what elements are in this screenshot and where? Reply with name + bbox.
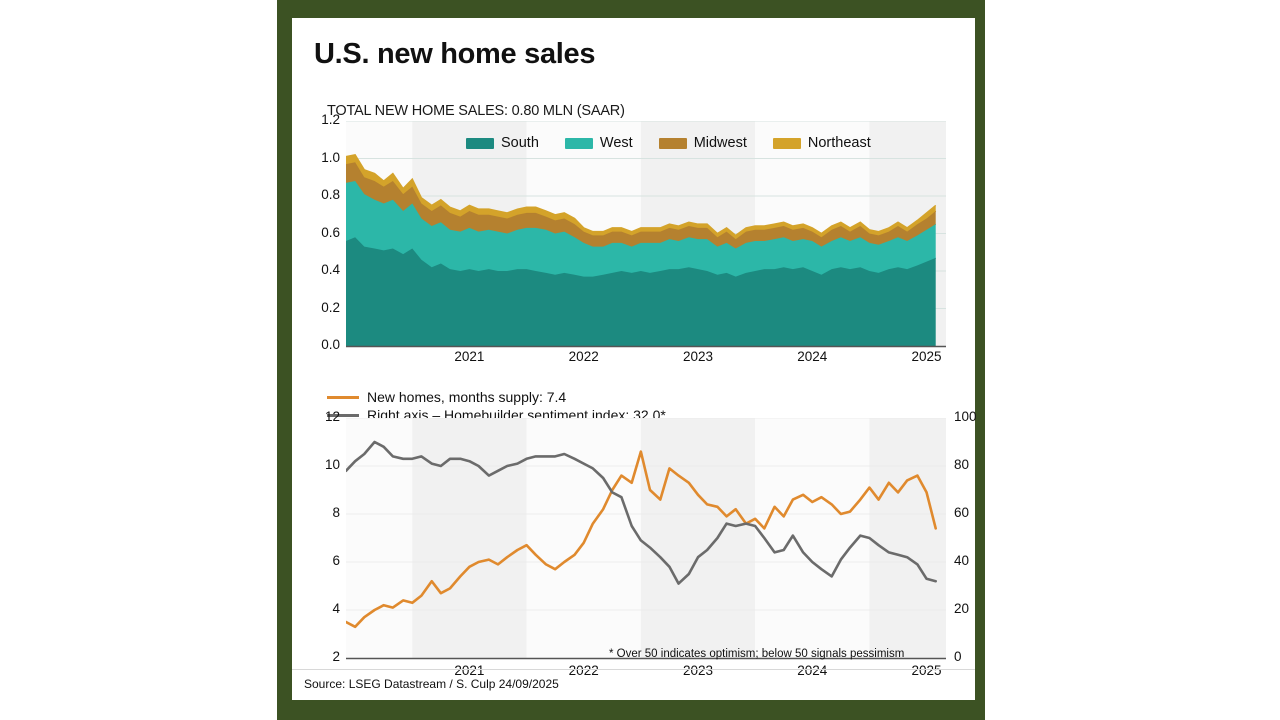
bottom-chart-right-y-tick: 40 bbox=[954, 553, 970, 568]
bottom-chart-right-y-tick: 60 bbox=[954, 505, 970, 520]
top-chart-x-tick: 2025 bbox=[911, 349, 942, 364]
source-bar: Source: LSEG Datastream / S. Culp 24/09/… bbox=[292, 669, 975, 700]
top-chart-y-tick: 1.0 bbox=[321, 149, 340, 165]
legend-label: Midwest bbox=[693, 135, 747, 151]
top-chart-x-tick: 2021 bbox=[454, 349, 485, 364]
bottom-chart-right-y-tick: 80 bbox=[954, 457, 970, 472]
bottom-chart-left-y-tick: 10 bbox=[324, 457, 340, 472]
top-chart-x-tick: 2024 bbox=[797, 349, 828, 364]
legend-item-west: West bbox=[564, 135, 633, 151]
legend-swatch-icon bbox=[564, 137, 593, 149]
legend-line-icon bbox=[327, 413, 359, 417]
bottom-chart-left-y-tick: 12 bbox=[324, 409, 340, 424]
infographic-card: U.S. new home sales TOTAL NEW HOME SALES… bbox=[292, 18, 977, 700]
source-text: Source: LSEG Datastream / S. Culp 24/09/… bbox=[304, 677, 559, 691]
stacked-area-svg bbox=[346, 121, 946, 346]
bottom-chart-left-y-tick: 6 bbox=[332, 553, 340, 568]
top-chart-legend: South West Midwest Northeast bbox=[466, 135, 871, 151]
legend-swatch-icon bbox=[466, 137, 494, 149]
bottom-chart-right-y-tick: 100 bbox=[954, 409, 977, 424]
legend-item-south: South bbox=[466, 135, 539, 151]
top-chart-y-tick: 0.4 bbox=[321, 262, 340, 277]
bottom-chart-x-tick: 2024 bbox=[797, 663, 828, 678]
bottom-legend-item-0: New homes, months supply: 7.4 bbox=[327, 388, 666, 406]
legend-line-icon bbox=[327, 395, 359, 399]
legend-label: South bbox=[501, 135, 539, 151]
legend-label: Northeast bbox=[807, 135, 871, 151]
bottom-chart-right-y-tick: 20 bbox=[954, 601, 970, 616]
bottom-chart-x-tick: 2023 bbox=[682, 663, 714, 678]
top-chart-y-tick: 0.2 bbox=[321, 299, 340, 315]
bottom-chart-left-y-tick: 8 bbox=[332, 505, 340, 520]
page-title: U.S. new home sales bbox=[314, 38, 596, 70]
bottom-chart-left-y-tick: 2 bbox=[332, 649, 340, 664]
legend-item-northeast: Northeast bbox=[772, 135, 871, 151]
bottom-chart-x-tick: 2022 bbox=[568, 663, 599, 678]
sentiment-footnote: * Over 50 indicates optimism; below 50 s… bbox=[609, 648, 905, 660]
top-chart-y-tick: 0.6 bbox=[321, 224, 340, 240]
top-chart-subtitle: TOTAL NEW HOME SALES: 0.80 MLN (SAAR) bbox=[327, 103, 625, 119]
top-chart-x-tick: 2023 bbox=[682, 349, 714, 364]
bottom-chart-plot-area bbox=[346, 418, 946, 658]
legend-swatch-icon bbox=[658, 137, 687, 149]
top-chart-y-tick: 1.2 bbox=[321, 112, 340, 127]
bottom-chart-right-y-tick: 0 bbox=[954, 649, 962, 664]
top-chart-y-tick: 0.8 bbox=[321, 187, 340, 202]
line-series-svg bbox=[346, 418, 946, 658]
legend-item-midwest: Midwest bbox=[658, 135, 747, 151]
bottom-chart-x-tick: 2025 bbox=[911, 663, 942, 678]
bottom-chart-left-y-tick: 4 bbox=[332, 601, 340, 616]
top-chart-plot-area bbox=[346, 121, 946, 346]
top-chart: South West Midwest Northeast 1.2 1.0 0.8 0.6 0.… bbox=[306, 112, 961, 364]
bottom-chart-x-tick: 2021 bbox=[454, 663, 485, 678]
legend-label: West bbox=[599, 135, 633, 151]
legend-label: New homes, months supply: 7.4 bbox=[367, 389, 567, 405]
legend-swatch-icon bbox=[772, 137, 801, 149]
bottom-chart: 12 10 8 6 4 2 100 80 60 40 20 0 2021 2022 2023 2024 20… bbox=[306, 409, 977, 678]
top-chart-y-tick: 0.0 bbox=[321, 337, 340, 352]
top-chart-x-tick: 2022 bbox=[568, 349, 599, 364]
